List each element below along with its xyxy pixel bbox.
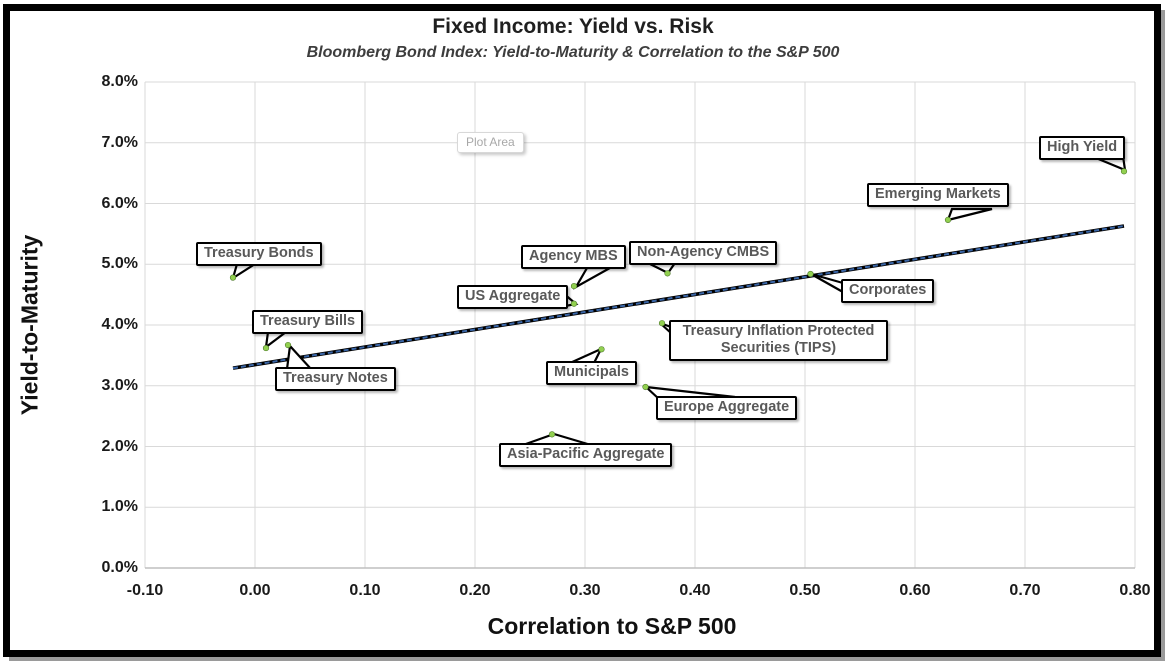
data-point-treasury-bills[interactable] [262,344,270,352]
x-tick-label: 0.60 [899,582,931,599]
x-tick-label: 0.70 [1009,582,1041,599]
data-point-us-aggregate[interactable] [570,300,578,307]
y-tick-label: 1.0% [101,498,138,516]
callout-tail-agency-mbs [573,266,615,290]
data-point-europe-aggregate[interactable] [642,383,649,391]
x-tick-label: 0.40 [679,582,711,599]
callout-asia-pacific-aggregate[interactable]: Asia-Pacific Aggregate [499,443,673,467]
callout-agency-mbs[interactable]: Agency MBS [521,245,626,269]
callout-tail-treasury-bills [264,330,290,350]
data-point-high-yield[interactable] [1120,168,1128,175]
x-axis-title: Correlation to S&P 500 [487,613,737,639]
callout-treasury-inflation-protected-securities-tips[interactable]: Treasury Inflation Protected Securities (… [669,320,888,361]
data-point-asia-pacific-aggregate[interactable] [548,431,556,438]
y-tick-label: 4.0% [101,316,138,333]
callout-treasury-bills[interactable]: Treasury Bills [252,310,364,334]
data-point-treasury-notes[interactable] [284,341,292,349]
x-tick-label: 0.80 [1119,582,1151,599]
callout-treasury-bonds[interactable]: Treasury Bonds [196,242,322,266]
data-point-agency-mbs[interactable] [570,283,578,290]
data-point-non-agency-cmbs[interactable] [664,270,671,277]
callout-emerging-markets[interactable]: Emerging Markets [867,183,1009,207]
callout-high-yield[interactable]: High Yield [1039,136,1126,160]
x-tick-label: 0.50 [789,582,821,599]
x-tick-label: 0.20 [459,582,491,599]
y-tick-label: 2.0% [101,437,138,455]
callout-tail-treasury-bonds [231,262,259,281]
data-point-treasury-inflation-protected-securities-tips[interactable] [658,320,666,327]
data-point-treasury-bonds[interactable] [229,274,237,281]
callout-tail-emerging-markets [946,207,993,222]
plot-area-tooltip: Plot Area [457,132,524,153]
y-axis-title: Yield-to-Maturity [16,234,43,416]
y-tick-label: 7.0% [101,133,138,151]
y-tick-label: 6.0% [101,194,138,212]
chart-title: Fixed Income: Yield vs. Risk [432,15,714,38]
trendline[interactable] [232,224,1125,370]
callout-europe-aggregate[interactable]: Europe Aggregate [656,396,798,420]
chart-subtitle: Bloomberg Bond Index: Yield-to-Maturity … [306,44,840,61]
y-tick-label: 3.0% [101,376,138,394]
x-tick-label: 0.30 [569,582,601,599]
y-tick-label: 5.0% [101,255,138,273]
data-point-emerging-markets[interactable] [944,216,952,224]
callout-us-aggregate[interactable]: US Aggregate [457,285,569,309]
callout-treasury-notes[interactable]: Treasury Notes [275,367,396,391]
x-tick-label: -0.10 [126,582,164,599]
callout-municipals[interactable]: Municipals [546,361,637,385]
x-tick-label: 0.10 [349,582,381,599]
data-point-corporates[interactable] [807,270,814,278]
callout-corporates[interactable]: Corporates [841,279,935,303]
data-point-municipals[interactable] [598,346,605,353]
y-tick-label: 8.0% [101,73,138,90]
x-tick-label: 0.00 [239,582,271,599]
callout-non-agency-cmbs[interactable]: Non-Agency CMBS [629,241,778,265]
y-tick-label: 0.0% [101,559,138,576]
